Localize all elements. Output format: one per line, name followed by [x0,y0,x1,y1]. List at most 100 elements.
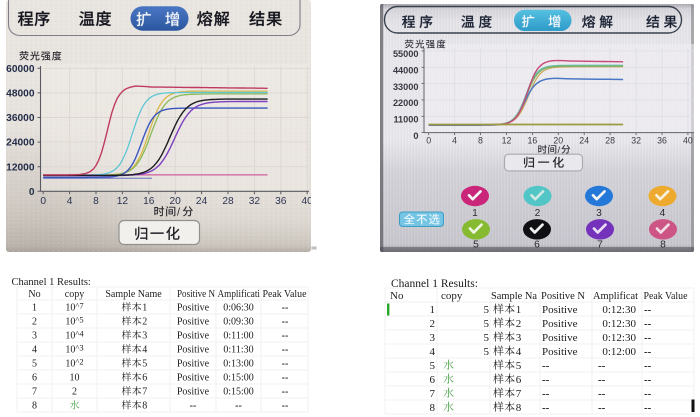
svg-text:--: -- [644,388,652,400]
svg-text:Positive: Positive [177,387,210,398]
svg-text:10^4: 10^4 [65,328,84,341]
svg-text:--: -- [644,374,652,386]
svg-text:--: -- [598,360,606,372]
svg-text:16: 16 [528,136,538,146]
svg-text:40: 40 [683,136,693,146]
svg-text:Channel 1 Results:: Channel 1 Results: [391,278,478,290]
svg-text:1: 1 [32,303,37,314]
svg-text:0:09:30: 0:09:30 [223,317,254,328]
svg-text:1: 1 [516,304,522,316]
svg-text:12000: 12000 [6,162,35,173]
svg-text:20: 20 [170,196,182,207]
svg-text:8: 8 [660,239,666,250]
svg-text:--: -- [644,360,652,372]
svg-text:28: 28 [222,196,234,207]
svg-text:Positive: Positive [542,318,578,330]
svg-text:20: 20 [553,136,563,146]
svg-text:Positive: Positive [177,303,210,314]
svg-text:6: 6 [142,373,147,384]
svg-text:--: -- [542,374,550,386]
svg-text:1: 1 [472,208,478,219]
svg-text:Amplificat: Amplificat [593,290,638,302]
svg-text:5: 5 [430,360,436,372]
svg-text:0: 0 [29,187,35,198]
svg-text:3: 3 [142,331,147,342]
svg-text:Positive: Positive [177,331,210,342]
svg-text:/: / [177,206,181,218]
svg-text:--: -- [282,373,289,384]
svg-text:8: 8 [430,402,436,414]
svg-text:16: 16 [143,196,155,207]
svg-text:8: 8 [32,401,37,412]
svg-text:--: -- [644,304,652,316]
svg-text:7: 7 [516,388,522,400]
svg-text:--: -- [282,387,289,398]
svg-text:5: 5 [516,360,522,372]
svg-text:--: -- [282,331,289,342]
svg-text:Positive: Positive [542,346,578,358]
svg-text:5: 5 [484,318,490,330]
svg-text:3: 3 [430,332,436,344]
svg-text:32: 32 [249,196,261,207]
svg-text:0:12:30: 0:12:30 [602,318,636,330]
svg-text:22000: 22000 [393,98,419,108]
svg-text:--: -- [282,317,289,328]
svg-text:36: 36 [275,196,287,207]
svg-text:Sample Name: Sample Name [105,289,162,300]
svg-text:40: 40 [302,196,314,207]
svg-text:7: 7 [32,387,37,398]
svg-text:--: -- [644,402,652,414]
svg-text:--: -- [235,401,242,412]
svg-text:0:12:00: 0:12:00 [602,346,636,358]
svg-text:--: -- [644,318,652,330]
svg-text:copy: copy [441,290,463,302]
svg-text:Sample Na: Sample Na [491,290,537,302]
svg-text:--: -- [282,345,289,356]
svg-text:Channel 1 Results:: Channel 1 Results: [12,277,91,288]
svg-text:7: 7 [597,239,603,250]
svg-text:Positive: Positive [177,317,210,328]
svg-text:2: 2 [516,318,522,330]
svg-text:Peak Value: Peak Value [644,290,688,302]
svg-text:6: 6 [430,374,436,386]
svg-text:10^5: 10^5 [65,314,83,327]
svg-text:10^3: 10^3 [65,342,83,355]
svg-text:1: 1 [142,303,147,314]
svg-text:10: 10 [70,373,80,384]
svg-text:12: 12 [502,136,512,146]
svg-text:4: 4 [67,196,73,207]
svg-text:2: 2 [535,208,541,219]
svg-text:4: 4 [430,346,436,358]
svg-text:24000: 24000 [6,138,35,149]
svg-text:4: 4 [142,345,147,356]
svg-text:--: -- [282,303,289,314]
svg-text:3: 3 [516,332,522,344]
svg-text:44000: 44000 [393,66,419,76]
svg-text:No: No [390,290,404,302]
svg-text:8: 8 [93,196,99,207]
svg-text:Amplificati: Amplificati [218,289,261,300]
svg-text:Positive N: Positive N [541,290,585,302]
svg-text:5: 5 [484,332,490,344]
svg-text:11000: 11000 [393,115,418,125]
svg-text:0: 0 [413,131,418,141]
svg-text:32: 32 [631,136,641,146]
svg-text:--: -- [190,401,197,412]
svg-text:Positive: Positive [542,304,578,316]
svg-text:0: 0 [40,196,46,207]
svg-text:8: 8 [516,402,522,414]
svg-text:36000: 36000 [6,113,35,124]
svg-text:--: -- [282,401,289,412]
svg-text:36: 36 [657,136,667,146]
svg-text:48000: 48000 [6,89,35,100]
svg-text:4: 4 [452,136,457,146]
svg-text:0:11:30: 0:11:30 [223,345,253,356]
svg-text:4: 4 [516,346,522,358]
svg-text:5: 5 [484,346,490,358]
svg-text:--: -- [644,332,652,344]
svg-text:0:15:00: 0:15:00 [223,373,254,384]
svg-text:Peak Value: Peak Value [263,289,308,300]
svg-text:2: 2 [430,318,436,330]
svg-text:10^7: 10^7 [65,300,83,313]
svg-text:6: 6 [32,373,37,384]
